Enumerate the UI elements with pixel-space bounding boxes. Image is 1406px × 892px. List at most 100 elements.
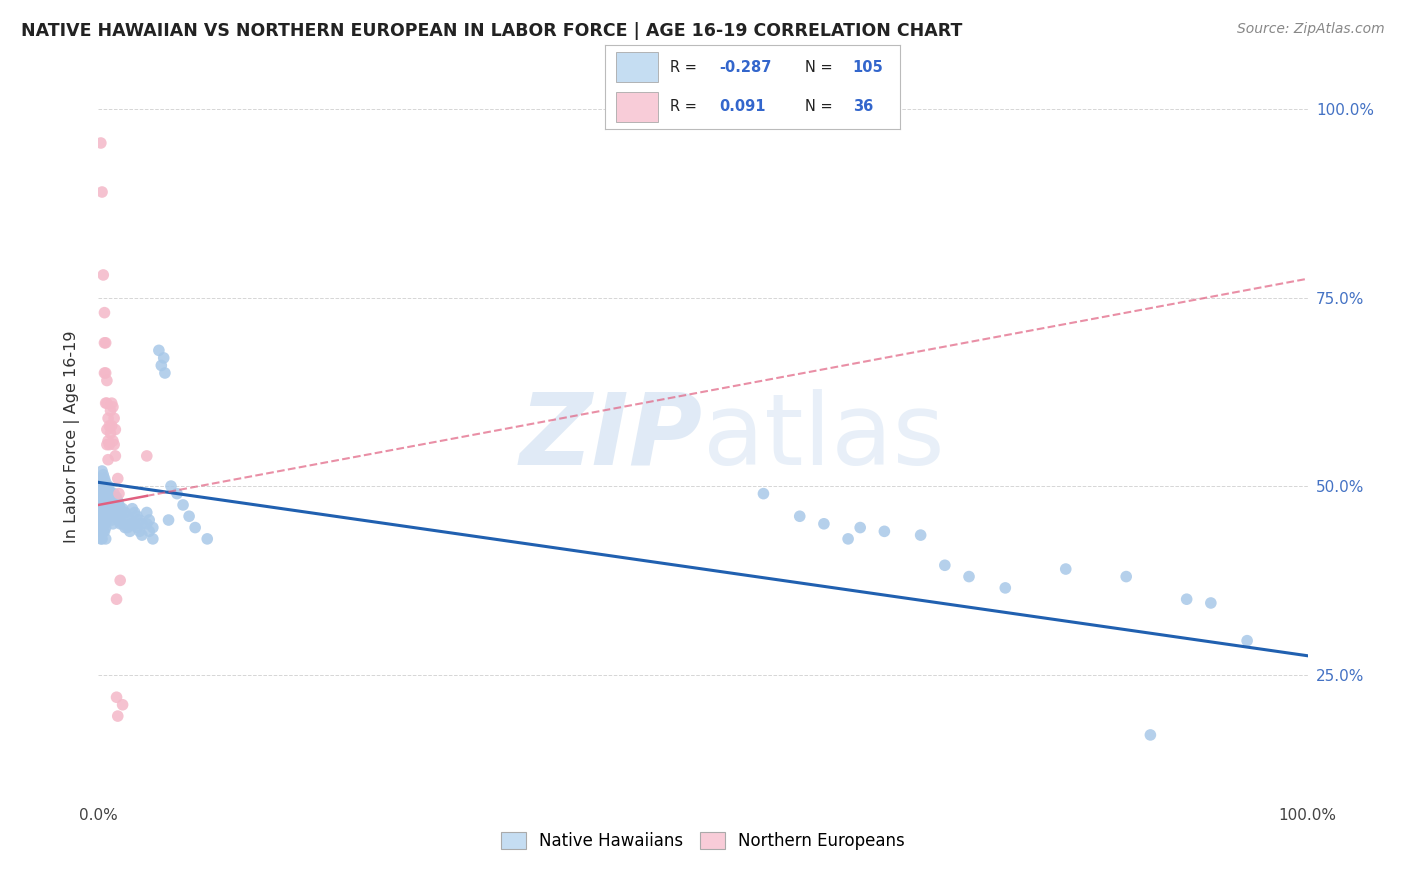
Point (91, 520, 114, 534)
Point (107, 494, 129, 508)
Point (96, 374, 118, 388)
Point (91, 486, 114, 500)
Point (160, 479, 183, 493)
Point (1115, 569, 1137, 583)
Text: R =: R = (669, 99, 706, 114)
Point (153, 366, 176, 380)
Point (94, 486, 117, 500)
Point (148, 343, 170, 358)
Point (98, 418, 121, 433)
Point (107, 509, 129, 524)
Point (96, 513, 118, 527)
Point (107, 709, 129, 723)
Point (93, 516, 115, 531)
Point (96, 479, 118, 493)
Point (90, 524, 112, 539)
Text: Source: ZipAtlas.com: Source: ZipAtlas.com (1237, 22, 1385, 37)
Bar (616, 92, 658, 121)
Point (94, 509, 117, 524)
Point (104, 491, 127, 505)
Point (1054, 562, 1077, 576)
Point (195, 532, 218, 546)
Text: 36: 36 (852, 99, 873, 114)
Point (94, 366, 117, 380)
Point (110, 506, 132, 520)
Point (131, 516, 153, 531)
Point (138, 524, 160, 539)
Text: N =: N = (806, 60, 838, 75)
Point (127, 520, 149, 534)
Point (93, 335, 115, 350)
Point (97, 479, 120, 493)
Point (172, 498, 194, 512)
Point (118, 513, 141, 527)
Point (89, 506, 111, 520)
Point (114, 520, 136, 534)
Point (91, 491, 114, 505)
Point (90, 494, 112, 508)
Point (94, 520, 117, 534)
Point (89, 491, 111, 505)
Point (94, 475, 117, 490)
Point (93, 306, 115, 320)
Point (157, 513, 180, 527)
Point (104, 501, 127, 516)
Point (108, 574, 131, 588)
Point (97, 452, 120, 467)
Point (100, 491, 122, 505)
Point (93, 494, 115, 508)
Point (107, 471, 129, 485)
Point (101, 516, 124, 531)
Point (90, 506, 112, 520)
Point (108, 486, 131, 500)
Point (91, 464, 114, 478)
Legend: Native Hawaiians, Northern Europeans: Native Hawaiians, Northern Europeans (495, 825, 911, 856)
Point (91, 185, 114, 199)
Point (108, 516, 131, 531)
Point (103, 486, 125, 500)
Point (135, 506, 157, 520)
Point (1199, 596, 1222, 610)
Point (90, 136, 112, 150)
Point (90, 471, 112, 485)
Point (97, 486, 120, 500)
Point (105, 592, 128, 607)
Point (97, 494, 120, 508)
Point (184, 520, 207, 534)
Point (104, 423, 127, 437)
Point (105, 506, 128, 520)
Point (152, 351, 174, 365)
Point (127, 509, 149, 524)
Point (91, 268, 114, 282)
Point (124, 516, 146, 531)
Point (117, 509, 139, 524)
Point (994, 581, 1017, 595)
Point (91, 524, 114, 539)
Point (934, 558, 956, 573)
Point (91, 467, 114, 482)
Point (96, 437, 118, 451)
Y-axis label: In Labor Force | Age 16-19: In Labor Force | Age 16-19 (63, 331, 80, 543)
Point (105, 491, 128, 505)
Point (1236, 633, 1258, 648)
Point (104, 449, 127, 463)
Point (100, 513, 122, 527)
Point (101, 494, 124, 508)
Point (118, 524, 141, 539)
Point (124, 506, 146, 520)
Point (121, 501, 143, 516)
Point (103, 437, 125, 451)
Point (752, 486, 775, 500)
Text: 0.091: 0.091 (720, 99, 766, 114)
Bar (616, 53, 658, 82)
Point (96, 423, 118, 437)
Point (135, 516, 157, 531)
Point (100, 418, 122, 433)
Point (108, 501, 131, 516)
Text: NATIVE HAWAIIAN VS NORTHERN EUROPEAN IN LABOR FORCE | AGE 16-19 CORRELATION CHAR: NATIVE HAWAIIAN VS NORTHERN EUROPEAN IN … (21, 22, 963, 40)
Point (910, 528, 932, 542)
Point (150, 359, 173, 373)
Point (97, 434, 120, 448)
Point (91, 501, 114, 516)
Point (873, 524, 896, 539)
